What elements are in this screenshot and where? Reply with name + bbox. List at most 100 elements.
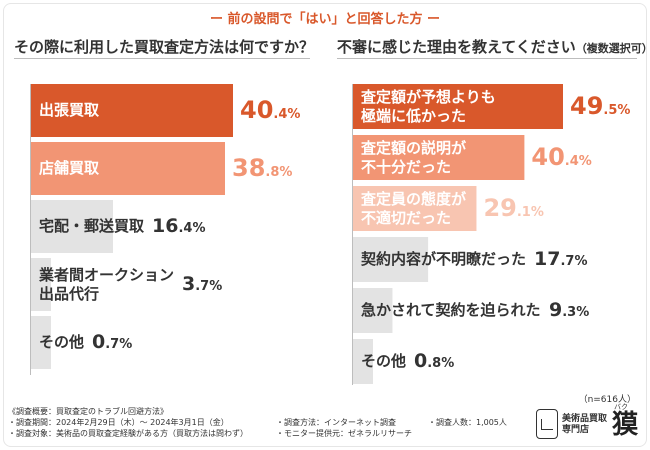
logo-icon — [536, 409, 558, 439]
value-integer: 0 — [92, 330, 106, 353]
right-bar-value-6: 0.8% — [414, 350, 454, 372]
left-bar-value-3: 16.4% — [152, 215, 205, 237]
left-title-rule — [14, 58, 310, 59]
footer-method: ・調査方法：インターネット調査 — [276, 418, 396, 427]
logo-line1: 美術品買取 — [562, 414, 608, 424]
right-bar-value-5: 9.3% — [549, 299, 589, 321]
right-bar-label-6: その他 — [361, 352, 406, 371]
value-decimal: .4 — [273, 106, 288, 122]
right-bar-label-line: 査定員の態度が — [361, 189, 467, 208]
left-bar-2 — [31, 142, 225, 195]
value-unit: % — [192, 220, 206, 236]
value-integer: 29 — [483, 193, 517, 222]
footer-period: ・調査期間：2024年2月29日（木）～ 2024年3月1日（金） — [8, 418, 229, 427]
left-bar-label-line: 出張買取 — [39, 101, 100, 119]
right-bar-label-line: 査定額の説明が — [361, 138, 467, 157]
value-unit: % — [287, 106, 301, 122]
right-bar-label-line: 不適切だった — [361, 208, 452, 227]
value-decimal: .4 — [178, 220, 193, 236]
right-bar-6 — [353, 339, 373, 384]
left-bar-label-4: 業者間オークション 出品代行 — [39, 266, 174, 304]
right-bar-value-2: 40.4% — [531, 143, 591, 171]
footer-people: ・調査人数：1,005人 — [428, 418, 507, 427]
logo-line2: 専門店 — [562, 425, 590, 435]
right-bar-1 — [353, 84, 563, 129]
right-bar-label-line: 査定額が予想よりも — [361, 87, 496, 106]
value-integer: 17 — [534, 247, 561, 270]
value-decimal: .7 — [105, 336, 120, 352]
value-integer: 40 — [240, 95, 274, 124]
value-unit: % — [441, 355, 455, 371]
value-integer: 38 — [232, 153, 266, 182]
value-integer: 40 — [531, 142, 565, 171]
right-bar-4 — [353, 237, 429, 282]
value-integer: 0 — [414, 349, 428, 372]
value-decimal: .3 — [562, 304, 577, 320]
value-decimal: .1 — [516, 204, 531, 220]
value-integer: 9 — [549, 298, 563, 321]
right-title-note: （複数選択可） — [575, 42, 650, 55]
value-integer: 49 — [570, 91, 604, 120]
value-integer: 3 — [182, 272, 196, 295]
left-bar-label-line: その他 — [39, 333, 85, 351]
right-bar-label-line: 極端に低かった — [361, 106, 467, 125]
left-bar-label-2: 店舗買取 — [39, 159, 99, 178]
logo-ruby: バク — [614, 403, 628, 411]
footer-overview: 《調査概要：買取査定のトラブル回避方法》 — [8, 407, 168, 416]
value-unit: % — [576, 304, 590, 320]
value-unit: % — [530, 204, 544, 220]
value-decimal: .5 — [603, 102, 618, 118]
card-frame — [3, 3, 647, 447]
value-decimal: .7 — [560, 253, 575, 269]
right-bar-value-1: 49.5% — [570, 92, 630, 120]
right-chart-title: 不審に感じた理由を教えてください（複数選択可） — [337, 36, 650, 57]
left-bar-value-5: 0.7% — [92, 331, 132, 353]
left-bar-value-1: 40.4% — [240, 96, 300, 124]
left-bar-group — [31, 84, 233, 369]
left-bar-label-1: 出張買取 — [39, 101, 99, 120]
value-unit: % — [574, 253, 588, 269]
left-bar-label-5: その他 — [39, 333, 84, 352]
footer-target: ・調査対象：美術品の買取査定経験がある方（買取方法は問わず） — [8, 429, 248, 438]
left-bar-value-2: 38.8% — [232, 154, 292, 182]
value-decimal: .7 — [195, 278, 210, 294]
header-subtitle: ー 前の設問で「はい」と回答した方 ー — [209, 12, 441, 27]
value-unit: % — [119, 336, 133, 352]
right-title-rule — [337, 58, 637, 59]
value-unit: % — [209, 278, 223, 294]
right-bar-label-line: 急かされて契約を迫られた — [361, 301, 541, 319]
right-bar-label-line: その他 — [361, 352, 407, 370]
right-bar-value-4: 17.7% — [534, 248, 587, 270]
left-bar-4 — [31, 258, 51, 311]
right-bar-label-1: 査定額が予想よりも 極端に低かった — [361, 88, 496, 126]
left-bar-label-line: 出品代行 — [39, 284, 100, 303]
logo-text: 美術品買取 専門店 — [562, 414, 607, 436]
left-chart-title: その際に利用した買取査定方法は何ですか？ — [14, 38, 315, 56]
left-bar-value-4: 3.7% — [182, 273, 222, 295]
right-bar-value-3: 29.1% — [483, 194, 543, 222]
right-bar-label-3: 査定員の態度が 不適切だった — [361, 190, 466, 228]
value-decimal: .4 — [564, 153, 579, 169]
footer-monitor: ・モニター提供元：ゼネラルリサーチ — [276, 429, 412, 438]
left-bar-label-line: 業者間オークション — [39, 265, 175, 284]
right-title-main: 不審に感じた理由を教えてください — [337, 38, 576, 56]
right-bar-label-4: 契約内容が不明瞭だった — [361, 250, 526, 269]
value-unit: % — [617, 102, 631, 118]
logo-kanji: 獏 — [612, 410, 639, 440]
left-bar-label-3: 宅配・郵送買取 — [39, 217, 144, 236]
left-bar-5 — [31, 316, 51, 369]
value-unit: % — [279, 164, 293, 180]
left-bar-1 — [31, 84, 233, 137]
right-bar-label-line: 契約内容が不明瞭だった — [361, 250, 527, 268]
right-bar-5 — [353, 288, 393, 333]
right-bar-3 — [353, 186, 477, 231]
right-bar-group — [353, 84, 563, 384]
sample-size-note: （n=616人） — [578, 395, 636, 405]
right-bar-label-5: 急かされて契約を迫られた — [361, 301, 541, 320]
right-bar-2 — [353, 135, 525, 180]
left-bar-label-line: 宅配・郵送買取 — [39, 217, 145, 235]
right-bar-label-line: 不十分だった — [361, 157, 452, 176]
value-integer: 16 — [152, 214, 179, 237]
left-bar-label-line: 店舗買取 — [39, 159, 100, 177]
